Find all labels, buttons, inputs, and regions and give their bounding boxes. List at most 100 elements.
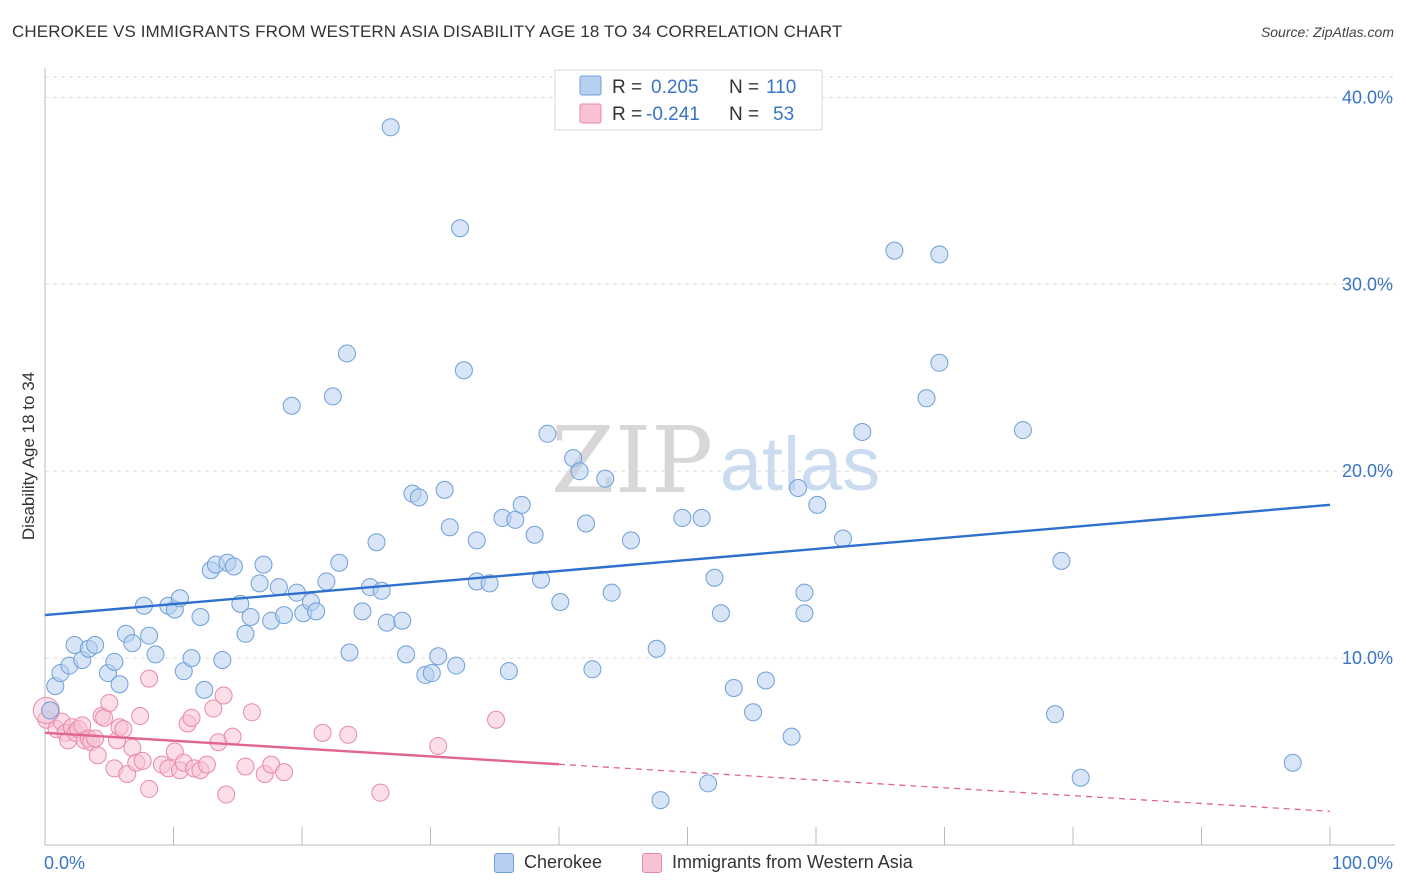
cherokee-point <box>499 662 518 681</box>
cherokee-point <box>317 572 336 591</box>
cherokee-point <box>551 593 570 612</box>
immigrants-point <box>140 669 159 688</box>
cherokee-point <box>789 479 808 498</box>
immigrants-point <box>214 686 233 705</box>
cherokee-point <box>930 353 949 372</box>
cherokee-point <box>454 361 473 380</box>
legend-item-cherokee: Cherokee <box>494 852 602 873</box>
cherokee-point <box>602 583 621 602</box>
cherokee-point <box>340 643 359 662</box>
cherokee-point <box>647 639 666 658</box>
y-tick-label: 10.0% <box>1342 648 1393 668</box>
x-tick-label-min: 0.0% <box>44 853 85 873</box>
immigrants-point <box>217 785 236 804</box>
legend-item-immigrants: Immigrants from Western Asia <box>642 852 913 873</box>
cherokee-point <box>269 578 288 597</box>
cherokee-point <box>397 645 416 664</box>
immigrants-point <box>95 708 114 727</box>
cherokee-point <box>692 508 711 527</box>
immigrants-point <box>197 755 216 774</box>
y-axis-label: Disability Age 18 to 34 <box>19 372 38 540</box>
cherokee-point <box>86 636 105 655</box>
cherokee-point <box>440 518 459 537</box>
immigrants-point <box>487 710 506 729</box>
immigrants-point <box>223 727 242 746</box>
cherokee-point <box>930 245 949 264</box>
cherokee-point <box>435 480 454 499</box>
immigrants-point <box>429 736 448 755</box>
cherokee-point <box>724 679 743 697</box>
cherokee-point <box>506 510 525 529</box>
cherokee-point <box>756 671 775 690</box>
legend-top-r-value-2: -0.241 <box>646 104 700 125</box>
legend-top-n-label-1: N = <box>729 77 759 98</box>
cherokee-point <box>711 604 730 623</box>
immigrants-point <box>133 751 152 770</box>
immigrants-point <box>140 779 159 798</box>
immigrants-point <box>182 708 201 727</box>
cherokee-point <box>917 389 936 408</box>
cherokee-point <box>422 664 441 683</box>
cherokee-point <box>833 529 852 548</box>
cherokee-point <box>885 241 904 260</box>
legend-top-swatch-immigrants <box>579 103 602 124</box>
cherokee-point <box>1046 705 1065 724</box>
cherokee-point <box>1071 768 1090 787</box>
source-credit: Source: ZipAtlas.com <box>1260 24 1394 40</box>
cherokee-point <box>532 570 551 589</box>
cherokee-point <box>525 525 544 544</box>
immigrants-point <box>236 757 255 776</box>
cherokee-point <box>275 606 294 625</box>
x-tick-labels: 0.0% 100.0% <box>44 853 1393 873</box>
legend-label-immigrants: Immigrants from Western Asia <box>672 852 913 872</box>
cherokee-point <box>583 660 602 679</box>
cherokee-point <box>699 774 718 793</box>
legend-swatch-cherokee <box>494 852 514 873</box>
cherokee-point <box>808 495 827 514</box>
cherokee-point <box>241 607 260 626</box>
y-tick-label: 40.0% <box>1342 87 1393 107</box>
immigrants-point <box>100 693 119 712</box>
cherokee-point <box>367 533 386 552</box>
cherokee-point <box>224 557 243 576</box>
immigrants-trend-line-extrapolated <box>558 763 1331 813</box>
immigrants-point <box>88 746 107 765</box>
cherokee-point <box>429 647 448 666</box>
cherokee-point <box>538 424 557 443</box>
trend-lines <box>44 503 1331 813</box>
immigrants-point <box>114 720 133 739</box>
legend-bottom: Cherokee Immigrants from Western Asia <box>0 852 1406 878</box>
immigrants-point <box>275 763 294 782</box>
cherokee-point <box>282 396 301 415</box>
cherokee-point <box>705 568 724 587</box>
legend-top-r-label-1: R = <box>612 77 642 98</box>
cherokee-point <box>480 574 499 593</box>
cherokee-point <box>254 555 273 574</box>
immigrants-point <box>86 729 105 748</box>
cherokee-point <box>467 531 486 550</box>
cherokee-point <box>576 514 595 533</box>
cherokee-point <box>393 611 412 630</box>
y-tick-label: 20.0% <box>1342 461 1393 481</box>
immigrants-point <box>339 725 358 744</box>
legend-top-n-value-2: 53 <box>773 104 794 125</box>
cherokee-point <box>651 791 670 810</box>
cherokee-point <box>782 727 801 746</box>
cherokee-point <box>381 118 400 137</box>
cherokee-point <box>795 604 814 623</box>
cherokee-point <box>1283 753 1302 772</box>
cherokee-point <box>182 649 201 668</box>
series-cherokee-points <box>41 118 1302 810</box>
immigrants-point <box>204 699 223 718</box>
legend-swatch-immigrants <box>642 852 662 873</box>
immigrants-trend-line <box>44 731 560 766</box>
cherokee-point <box>195 680 214 699</box>
legend-label-cherokee: Cherokee <box>524 852 603 872</box>
cherokee-point <box>795 583 814 602</box>
series-immigrants-points <box>32 669 506 804</box>
cherokee-point <box>1052 551 1071 570</box>
cherokee-point <box>596 469 615 488</box>
cherokee-point <box>1013 421 1032 440</box>
legend-top-n-value-1: 110 <box>766 77 796 98</box>
cherokee-point <box>621 531 640 550</box>
